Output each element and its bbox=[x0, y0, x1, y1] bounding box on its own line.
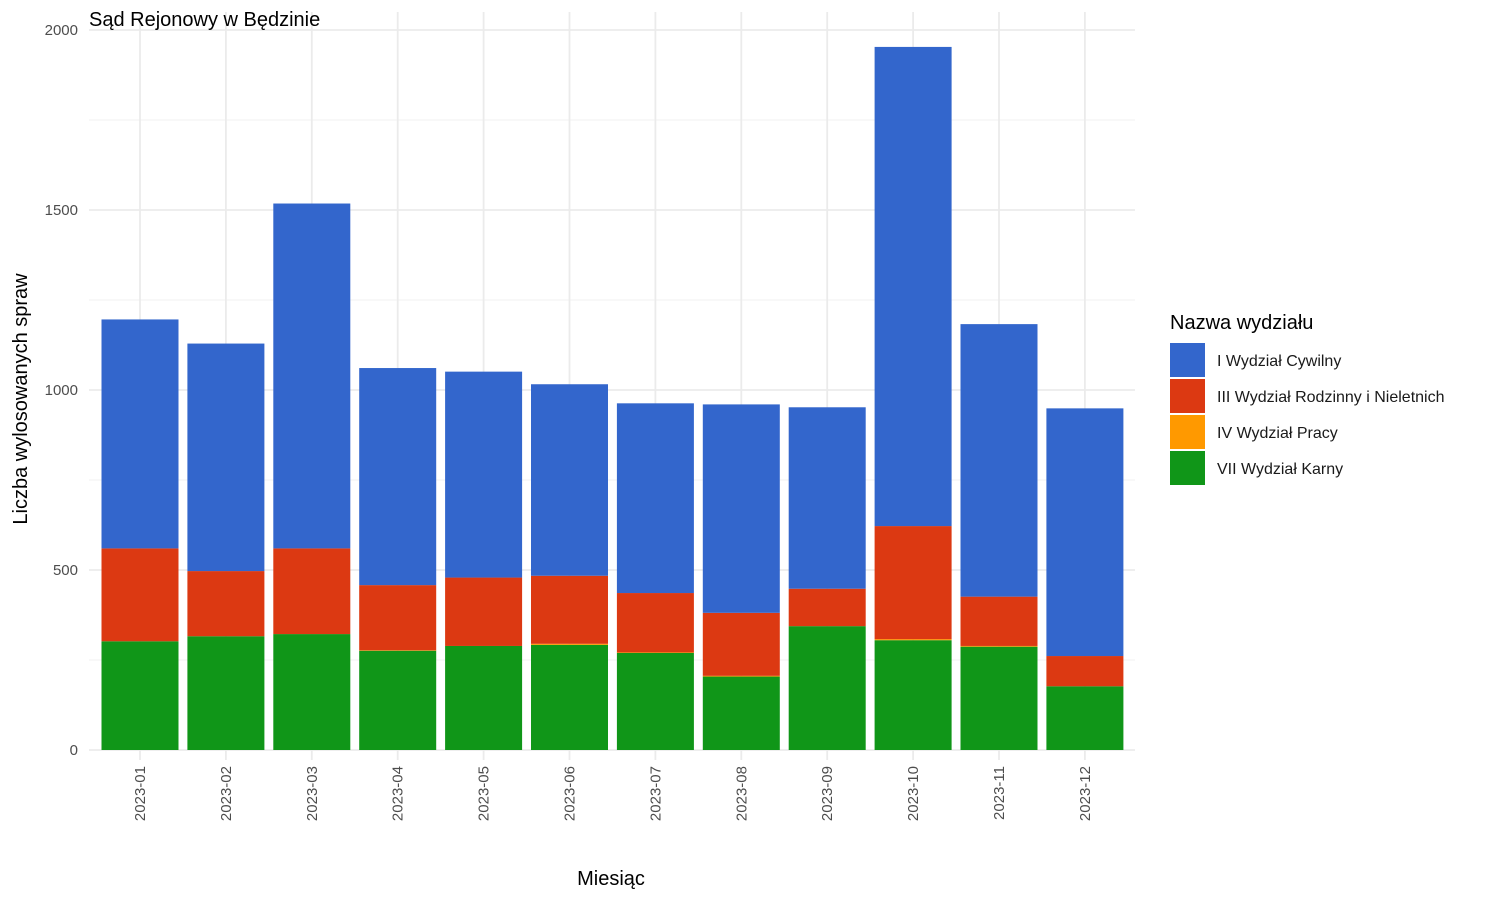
bar-segment bbox=[445, 371, 523, 578]
x-tick-label: 2023-04 bbox=[390, 766, 407, 821]
chart-title: Sąd Rejonowy w Będzinie bbox=[89, 9, 320, 31]
bar-segment bbox=[616, 652, 694, 750]
y-tick-label: 1000 bbox=[45, 382, 78, 399]
bar-segment bbox=[1046, 656, 1124, 687]
x-tick-label: 2023-03 bbox=[304, 766, 321, 821]
bar-segment bbox=[359, 650, 437, 651]
bar-segment bbox=[531, 643, 608, 645]
bar-segment bbox=[187, 636, 265, 750]
bar-segment bbox=[874, 639, 952, 641]
bar-segment bbox=[531, 644, 608, 750]
x-tick-label: 2023-08 bbox=[733, 766, 750, 821]
y-axis-title: Liczba wylosowanych spraw bbox=[10, 273, 32, 525]
bar-segment bbox=[702, 404, 780, 613]
y-tick-label: 2000 bbox=[45, 22, 78, 39]
bar-segment bbox=[273, 203, 351, 549]
legend-items: I Wydział Cywilny III Wydział Rodzinny i … bbox=[1170, 343, 1445, 485]
bar-segment bbox=[960, 324, 1038, 597]
x-tick-label: 2023-02 bbox=[218, 766, 235, 821]
bar-segment bbox=[273, 634, 351, 750]
bar-segment bbox=[101, 319, 179, 549]
bar-segment bbox=[359, 368, 437, 586]
bar-segment bbox=[1046, 408, 1124, 657]
bar-segment bbox=[187, 343, 265, 572]
y-tick-labels: 0 500 1000 1500 2000 bbox=[45, 22, 78, 759]
legend-label: I Wydział Cywilny bbox=[1217, 353, 1341, 370]
bar-segment bbox=[874, 46, 952, 527]
x-tick-label: 2023-10 bbox=[905, 766, 922, 821]
bars bbox=[101, 46, 1124, 750]
legend-title: Nazwa wydziału bbox=[1170, 312, 1313, 334]
bar-segment bbox=[101, 548, 179, 642]
bar-segment bbox=[874, 640, 952, 750]
y-tick-label: 500 bbox=[53, 562, 78, 579]
bar-segment bbox=[960, 646, 1038, 750]
x-tick-label: 2023-11 bbox=[991, 766, 1008, 820]
bar-segment bbox=[273, 548, 351, 635]
legend: Nazwa wydziału I Wydział Cywilny III Wydz… bbox=[1170, 312, 1445, 485]
x-tick-label: 2023-07 bbox=[647, 766, 664, 821]
bar-segment bbox=[101, 641, 179, 750]
x-tick-label: 2023-12 bbox=[1077, 766, 1094, 821]
bar-segment bbox=[788, 407, 866, 589]
bar-segment bbox=[788, 588, 866, 627]
legend-swatch bbox=[1170, 343, 1205, 377]
legend-label: III Wydział Rodzinny i Nieletnich bbox=[1217, 389, 1445, 406]
bar-segment bbox=[1046, 686, 1124, 750]
bar-segment bbox=[616, 652, 694, 653]
bar-segment bbox=[531, 384, 608, 576]
bar-segment bbox=[531, 575, 608, 644]
x-tick-label: 2023-06 bbox=[562, 766, 579, 821]
bar-segment bbox=[445, 645, 523, 750]
bar-segment bbox=[960, 645, 1038, 647]
x-axis-title: Miesiąc bbox=[577, 868, 645, 890]
legend-swatch bbox=[1170, 451, 1205, 485]
legend-swatch bbox=[1170, 379, 1205, 413]
x-tick-label: 2023-01 bbox=[132, 766, 149, 821]
bar-segment bbox=[187, 571, 265, 637]
y-tick-label: 0 bbox=[70, 742, 78, 759]
bar-segment bbox=[960, 596, 1038, 646]
x-tick-labels: 2023-01 2023-02 2023-03 2023-04 2023-05 2023-… bbox=[132, 766, 1094, 821]
legend-label: IV Wydział Pracy bbox=[1217, 425, 1338, 442]
bar-segment bbox=[874, 526, 952, 640]
bar-segment bbox=[359, 650, 437, 750]
legend-label: VII Wydział Karny bbox=[1217, 461, 1343, 478]
bar-segment bbox=[359, 585, 437, 651]
bar-segment bbox=[702, 612, 780, 676]
bar-segment bbox=[445, 577, 523, 646]
x-tick-label: 2023-09 bbox=[819, 766, 836, 821]
bar-segment bbox=[788, 626, 866, 750]
legend-swatch bbox=[1170, 415, 1205, 449]
x-tick-label: 2023-05 bbox=[476, 766, 493, 821]
bar-segment bbox=[702, 675, 780, 677]
bar-segment bbox=[616, 403, 694, 594]
bar-segment bbox=[702, 676, 780, 750]
bar-segment bbox=[616, 593, 694, 653]
y-tick-label: 1500 bbox=[45, 202, 78, 219]
